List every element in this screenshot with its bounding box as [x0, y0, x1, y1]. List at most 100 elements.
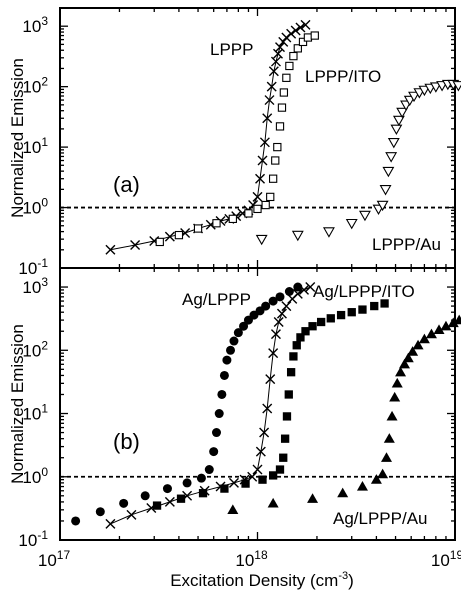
data-point [193, 224, 203, 233]
data-point [268, 296, 278, 306]
y-tick-label: 10-1 [18, 528, 48, 550]
data-point [140, 491, 150, 501]
data-point [377, 468, 389, 479]
series-ag-lppp-ito-square [152, 299, 389, 510]
data-point [381, 452, 393, 462]
data-point [95, 507, 105, 517]
data-point [295, 22, 306, 33]
data-point [275, 42, 285, 53]
data-point [217, 389, 227, 399]
data-point [152, 501, 162, 510]
data-point [196, 473, 206, 483]
data-point [285, 61, 294, 71]
data-point [380, 299, 389, 308]
data-point [228, 477, 239, 488]
data-point [229, 336, 239, 346]
data-point [275, 292, 285, 302]
panel-b: 10-1 100 101 102 103 Normalized Emission (b) Ag… [8, 267, 461, 570]
data-point [266, 192, 275, 202]
y-axis-title: Normalized Emission [8, 324, 27, 484]
data-point [289, 51, 298, 61]
data-point [268, 471, 278, 480]
data-point [305, 282, 316, 293]
data-point [293, 282, 303, 292]
data-point [408, 91, 420, 103]
data-point [252, 191, 263, 202]
data-point [275, 465, 285, 474]
panel-label: (a) [113, 172, 140, 197]
series-annotation: LPPP/Au [372, 235, 441, 254]
data-point [387, 138, 400, 149]
data-point [211, 428, 221, 438]
series-ag-lppp-ito-x [105, 282, 316, 529]
data-point [276, 308, 287, 319]
data-point [212, 219, 221, 228]
data-point [268, 66, 279, 77]
data-point [209, 447, 219, 457]
data-point [264, 95, 275, 106]
data-point [271, 156, 280, 165]
data-point [268, 348, 279, 359]
data-point [204, 465, 214, 475]
data-point [336, 310, 346, 320]
data-point [164, 496, 175, 507]
data-point [257, 155, 268, 166]
data-point [182, 478, 192, 488]
data-point [376, 200, 389, 212]
data-point [262, 113, 273, 124]
data-point [214, 409, 224, 419]
data-point [258, 475, 267, 484]
data-point [418, 333, 430, 344]
data-point [219, 370, 229, 380]
data-point [266, 81, 277, 92]
data-point [226, 345, 236, 355]
data-point [359, 210, 371, 222]
data-point [275, 122, 285, 131]
data-point [228, 214, 237, 224]
panel-a: 10-1 100 101 102 103 Normalized Emission (a) LP… [8, 7, 461, 278]
data-point [255, 234, 268, 246]
data-point [391, 377, 403, 388]
data-point [252, 464, 263, 475]
data-point [105, 244, 116, 255]
data-point [347, 308, 356, 317]
data-point [402, 352, 414, 363]
y-tick-label: 101 [22, 402, 48, 424]
data-point [396, 107, 409, 119]
data-point [227, 504, 239, 514]
data-point [278, 36, 289, 47]
data-point [282, 73, 291, 82]
data-point [307, 493, 319, 503]
data-point [290, 25, 301, 36]
data-point [286, 28, 297, 39]
data-point [255, 173, 266, 184]
data-point [358, 305, 367, 314]
series-ag-lppp-circle [71, 282, 303, 526]
data-point [241, 479, 250, 488]
data-point [259, 137, 270, 148]
data-point [407, 346, 419, 356]
data-point [289, 352, 298, 361]
data-point [382, 166, 395, 178]
data-point [298, 37, 308, 47]
series-annotation: Ag/LPPP [182, 290, 251, 309]
data-point [322, 227, 335, 238]
data-point [345, 218, 358, 230]
data-point [222, 355, 232, 365]
data-point [198, 489, 208, 498]
data-point [296, 333, 305, 342]
data-point [379, 185, 392, 196]
data-point [130, 240, 141, 251]
data-point [433, 324, 445, 335]
data-point [281, 301, 292, 312]
series-line [110, 24, 306, 251]
series-line [110, 286, 311, 525]
data-point [385, 152, 398, 163]
data-point [292, 341, 301, 350]
data-point [389, 391, 401, 402]
data-point [273, 48, 283, 59]
data-point [233, 328, 243, 338]
data-point [284, 287, 294, 297]
data-point [259, 427, 270, 438]
